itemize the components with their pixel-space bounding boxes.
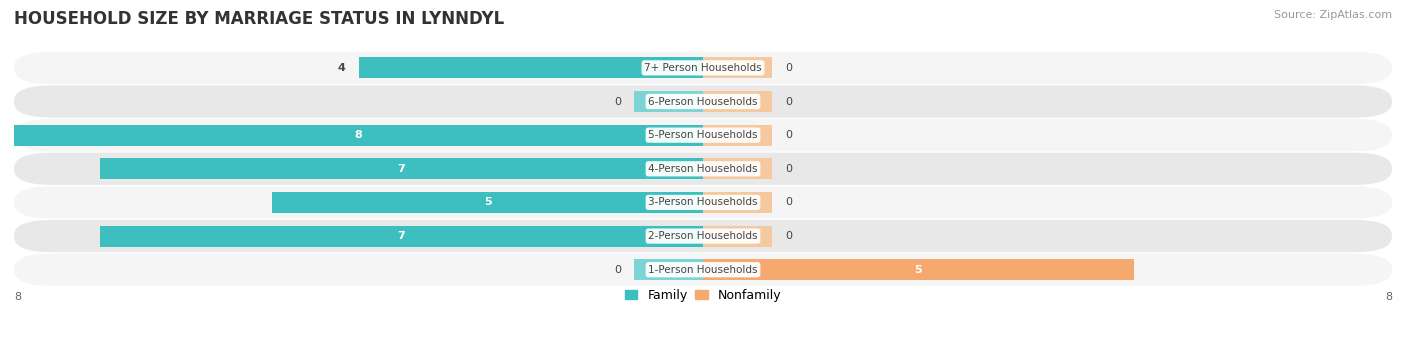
Text: 0: 0	[785, 231, 792, 241]
Bar	[359, 57, 703, 78]
Text: 0: 0	[785, 63, 792, 73]
FancyBboxPatch shape	[14, 85, 1392, 118]
Bar	[703, 158, 772, 179]
Text: 7: 7	[398, 164, 405, 174]
FancyBboxPatch shape	[14, 153, 1392, 185]
FancyBboxPatch shape	[14, 186, 1392, 219]
Text: 1-Person Households: 1-Person Households	[648, 265, 758, 275]
Text: Source: ZipAtlas.com: Source: ZipAtlas.com	[1274, 10, 1392, 20]
FancyBboxPatch shape	[14, 52, 1392, 84]
Text: 7: 7	[398, 231, 405, 241]
FancyBboxPatch shape	[14, 220, 1392, 252]
Bar	[703, 91, 772, 112]
Text: 4: 4	[337, 63, 346, 73]
Bar	[634, 259, 703, 280]
Bar	[100, 158, 703, 179]
Text: 6-Person Households: 6-Person Households	[648, 97, 758, 106]
Text: 3-Person Households: 3-Person Households	[648, 197, 758, 207]
Bar	[703, 57, 772, 78]
Bar	[14, 125, 703, 146]
Bar	[703, 192, 772, 213]
Text: 0: 0	[614, 265, 621, 275]
Bar	[703, 125, 772, 146]
Text: 8: 8	[14, 292, 21, 301]
Bar	[703, 259, 1133, 280]
Text: 2-Person Households: 2-Person Households	[648, 231, 758, 241]
Legend: Family, Nonfamily: Family, Nonfamily	[620, 284, 786, 307]
Text: 0: 0	[785, 164, 792, 174]
Text: 5: 5	[484, 197, 492, 207]
Text: 5-Person Households: 5-Person Households	[648, 130, 758, 140]
Bar	[100, 226, 703, 247]
Text: 5: 5	[914, 265, 922, 275]
FancyBboxPatch shape	[14, 254, 1392, 286]
Bar	[634, 91, 703, 112]
FancyBboxPatch shape	[14, 119, 1392, 151]
Bar	[703, 226, 772, 247]
Text: 0: 0	[785, 197, 792, 207]
Text: 8: 8	[354, 130, 363, 140]
Text: 0: 0	[785, 97, 792, 106]
Text: 8: 8	[1385, 292, 1392, 301]
Bar	[273, 192, 703, 213]
Text: 0: 0	[614, 97, 621, 106]
Text: 4-Person Households: 4-Person Households	[648, 164, 758, 174]
Text: HOUSEHOLD SIZE BY MARRIAGE STATUS IN LYNNDYL: HOUSEHOLD SIZE BY MARRIAGE STATUS IN LYN…	[14, 10, 505, 28]
Text: 7+ Person Households: 7+ Person Households	[644, 63, 762, 73]
Text: 0: 0	[785, 130, 792, 140]
